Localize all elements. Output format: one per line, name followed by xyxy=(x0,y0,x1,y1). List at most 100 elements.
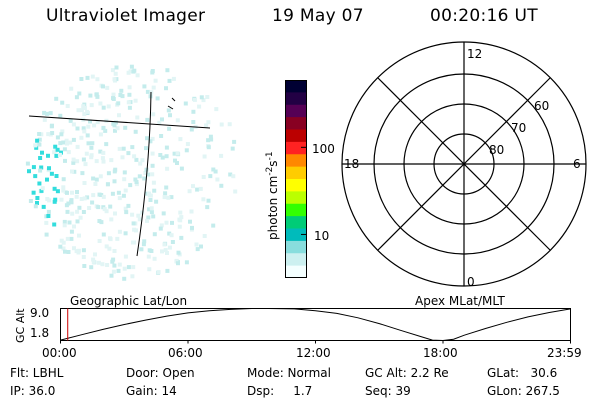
emission-pixel xyxy=(164,185,169,190)
geo-tick-mark xyxy=(171,97,176,102)
emission-pixel xyxy=(114,120,118,125)
emission-pixel xyxy=(140,210,145,215)
emission-pixel xyxy=(157,120,162,125)
emission-pixel xyxy=(129,64,134,69)
emission-pixel xyxy=(34,145,39,150)
emission-pixel xyxy=(164,86,168,91)
emission-pixel xyxy=(110,68,115,73)
emission-pixel xyxy=(75,209,80,214)
emission-pixel xyxy=(117,146,122,151)
emission-pixel xyxy=(100,156,105,161)
emission-pixel xyxy=(45,111,50,116)
emission-pixel xyxy=(44,220,49,225)
emission-pixel xyxy=(151,180,156,185)
emission-pixel xyxy=(49,171,54,176)
emission-pixel xyxy=(122,266,127,271)
emission-pixel xyxy=(132,227,137,232)
instrument-title: Ultraviolet Imager xyxy=(46,6,206,26)
mlt-label-6: 6 xyxy=(573,157,581,171)
emission-pixel xyxy=(82,264,87,268)
emission-pixel xyxy=(65,141,69,146)
emission-pixel xyxy=(65,190,69,195)
emission-pixel xyxy=(104,142,109,147)
emission-pixel xyxy=(189,127,194,132)
emission-pixel xyxy=(82,129,87,134)
emission-pixel xyxy=(123,231,128,236)
emission-pixel xyxy=(136,213,141,218)
emission-pixel xyxy=(147,267,152,272)
emission-pixel xyxy=(144,167,149,172)
geo-meridian-line xyxy=(136,91,152,257)
emission-pixel xyxy=(123,254,128,259)
emission-pixel xyxy=(123,188,128,193)
right-caption: Apex MLat/MLT xyxy=(415,294,505,308)
emission-pixel xyxy=(44,214,49,219)
status-mode: Mode: Normal xyxy=(247,366,331,380)
colorbar-tick-10: 10 xyxy=(314,229,330,243)
emission-pixel xyxy=(206,138,211,143)
emission-pixel xyxy=(92,123,97,128)
emission-pixel xyxy=(133,129,138,134)
emission-pixel xyxy=(163,248,168,253)
lat-label-60: 60 xyxy=(534,99,549,113)
colorbar-segment xyxy=(285,240,307,254)
emission-pixel xyxy=(59,197,64,202)
emission-pixel xyxy=(33,174,38,179)
emission-pixel xyxy=(121,193,126,198)
emission-pixel xyxy=(95,94,100,99)
xtick-1800: 18:00 xyxy=(423,346,458,360)
emission-pixel xyxy=(206,198,211,203)
emission-pixel xyxy=(48,111,53,116)
emission-pixel xyxy=(40,150,44,155)
emission-pixel xyxy=(112,179,117,184)
status-glon: GLon: 267.5 xyxy=(487,384,560,398)
emission-pixel xyxy=(211,167,216,172)
emission-pixel xyxy=(55,135,60,140)
ytick-1.8: 1.8 xyxy=(30,326,50,340)
emission-pixel xyxy=(142,84,147,89)
emission-pixel xyxy=(134,180,139,184)
emission-pixel xyxy=(89,265,94,270)
emission-pixel xyxy=(128,183,133,188)
emission-pixel xyxy=(52,199,57,204)
emission-pixel xyxy=(81,248,86,253)
emission-pixel xyxy=(156,270,161,275)
altitude-axis-label: GC Alt xyxy=(14,308,27,343)
emission-pixel xyxy=(31,165,36,170)
emission-pixel xyxy=(116,190,121,195)
emission-pixel xyxy=(112,77,117,82)
emission-pixel xyxy=(61,246,66,251)
emission-pixel xyxy=(68,140,73,145)
date-label: 19 May 07 xyxy=(272,6,364,26)
emission-pixel xyxy=(47,166,51,171)
emission-pixel xyxy=(58,244,63,249)
status-glat: GLat: 30.6 xyxy=(487,366,558,380)
emission-pixel xyxy=(77,91,82,96)
emission-pixel xyxy=(72,246,76,251)
emission-pixel xyxy=(105,182,110,187)
emission-pixel xyxy=(85,195,90,200)
xtick-2359: 23:59 xyxy=(547,346,582,360)
emission-pixel xyxy=(91,259,96,264)
emission-pixel xyxy=(96,205,101,210)
emission-pixel xyxy=(162,195,167,200)
emission-pixel xyxy=(37,137,42,142)
emission-pixel xyxy=(146,254,151,259)
emission-pixel xyxy=(96,260,101,265)
emission-pixel xyxy=(148,198,153,202)
emission-pixel xyxy=(187,189,192,194)
emission-pixel xyxy=(166,108,171,113)
emission-pixel xyxy=(119,88,124,93)
emission-pixel xyxy=(109,217,114,222)
emission-pixel xyxy=(127,92,132,97)
emission-pixel xyxy=(101,84,105,89)
emission-pixel xyxy=(111,257,116,262)
emission-pixel xyxy=(214,107,219,112)
emission-pixel xyxy=(42,117,47,122)
emission-pixel xyxy=(164,220,169,225)
emission-pixel xyxy=(123,206,128,211)
emission-pixel xyxy=(54,96,59,101)
emission-pixel xyxy=(184,148,189,153)
lat-label-70: 70 xyxy=(511,121,526,135)
emission-pixel xyxy=(93,182,98,186)
